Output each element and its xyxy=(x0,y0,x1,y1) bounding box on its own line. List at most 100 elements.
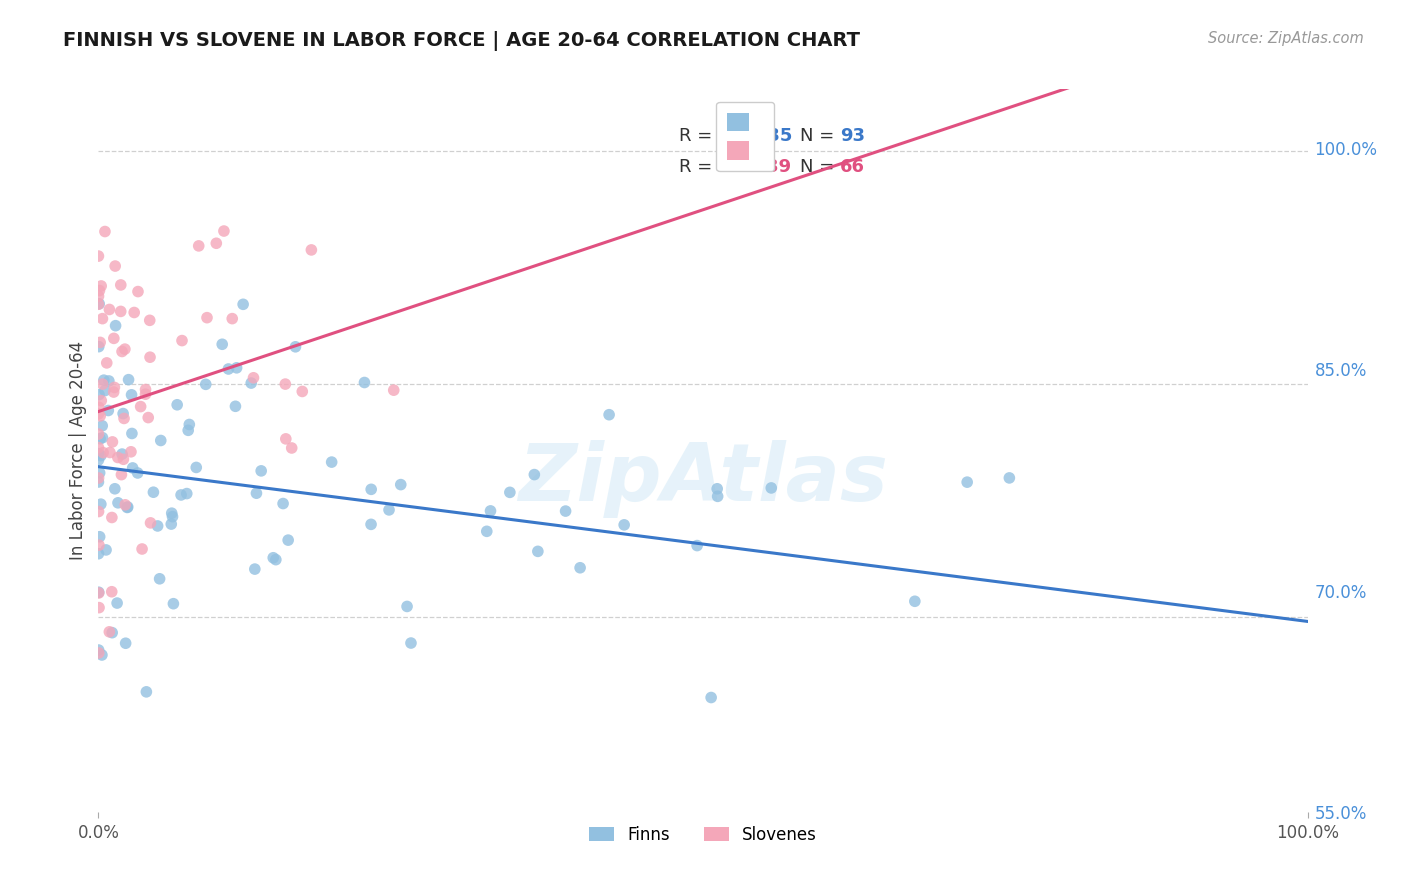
Point xyxy=(569,560,592,574)
Point xyxy=(138,313,160,327)
Point xyxy=(90,497,112,511)
Point xyxy=(135,383,157,397)
Point xyxy=(998,471,1021,485)
Point xyxy=(94,225,117,239)
Point xyxy=(93,373,115,387)
Point xyxy=(598,408,620,422)
Point xyxy=(360,517,382,532)
Point xyxy=(170,334,193,348)
Point xyxy=(91,418,114,433)
Point xyxy=(475,524,498,539)
Point xyxy=(91,445,114,459)
Point xyxy=(87,340,110,354)
Point xyxy=(396,599,419,614)
Point xyxy=(706,482,728,496)
Point xyxy=(87,586,110,600)
Point xyxy=(274,377,297,392)
Point xyxy=(104,259,127,273)
Point xyxy=(114,498,136,512)
Point xyxy=(111,447,134,461)
Point xyxy=(360,483,382,497)
Text: R =: R = xyxy=(679,158,718,176)
Point xyxy=(554,504,576,518)
Point xyxy=(107,450,129,465)
Point xyxy=(523,467,546,482)
Point xyxy=(149,572,172,586)
Point xyxy=(110,467,132,482)
Point xyxy=(211,337,233,351)
Text: 93: 93 xyxy=(839,128,865,145)
Point xyxy=(103,385,125,400)
Point xyxy=(956,475,979,490)
Point xyxy=(112,407,135,421)
Point xyxy=(117,500,139,514)
Text: -0.335: -0.335 xyxy=(728,128,793,145)
Point xyxy=(127,466,149,480)
Point xyxy=(479,504,502,518)
Point xyxy=(194,377,217,392)
Point xyxy=(91,311,114,326)
Point xyxy=(176,486,198,500)
Point xyxy=(98,302,121,317)
Point xyxy=(87,538,110,552)
Point xyxy=(186,460,208,475)
Point xyxy=(970,882,993,892)
Point xyxy=(97,374,120,388)
Point xyxy=(389,477,412,491)
Point xyxy=(527,544,550,558)
Point xyxy=(110,277,132,292)
Point xyxy=(242,371,264,385)
Point xyxy=(212,224,235,238)
Point xyxy=(104,318,127,333)
Point xyxy=(160,506,183,520)
Point xyxy=(90,393,112,408)
Point xyxy=(94,384,117,398)
Point xyxy=(240,376,263,390)
Text: N =: N = xyxy=(800,158,839,176)
Point xyxy=(761,481,783,495)
Point xyxy=(90,449,112,463)
Point xyxy=(87,407,110,421)
Point xyxy=(243,562,266,576)
Point xyxy=(127,285,149,299)
Point xyxy=(217,362,239,376)
Point xyxy=(139,350,162,364)
Point xyxy=(271,497,294,511)
Point xyxy=(135,685,157,699)
Point xyxy=(225,360,247,375)
Point xyxy=(142,485,165,500)
Point xyxy=(162,597,184,611)
Point xyxy=(94,543,117,558)
Point xyxy=(136,410,159,425)
Point xyxy=(177,423,200,437)
Point xyxy=(87,401,110,415)
Point xyxy=(87,475,110,489)
Point xyxy=(499,485,522,500)
Point xyxy=(104,482,127,496)
Text: Source: ZipAtlas.com: Source: ZipAtlas.com xyxy=(1208,31,1364,46)
Point xyxy=(262,550,284,565)
Point xyxy=(139,516,162,530)
Point xyxy=(121,461,143,475)
Point xyxy=(378,503,401,517)
Point xyxy=(112,411,135,425)
Point xyxy=(250,464,273,478)
Point xyxy=(686,539,709,553)
Point xyxy=(89,284,111,298)
Point xyxy=(87,585,110,599)
Point xyxy=(382,383,405,397)
Point xyxy=(87,646,110,660)
Point xyxy=(170,488,193,502)
Point xyxy=(162,509,184,524)
Point xyxy=(264,552,287,566)
Point xyxy=(90,648,112,662)
Point xyxy=(89,466,111,480)
Point xyxy=(122,305,145,319)
Point xyxy=(114,636,136,650)
Point xyxy=(87,453,110,467)
Point xyxy=(195,310,218,325)
Point xyxy=(98,445,121,459)
Legend: Finns, Slovenes: Finns, Slovenes xyxy=(582,819,824,850)
Point xyxy=(280,441,302,455)
Point xyxy=(131,541,153,556)
